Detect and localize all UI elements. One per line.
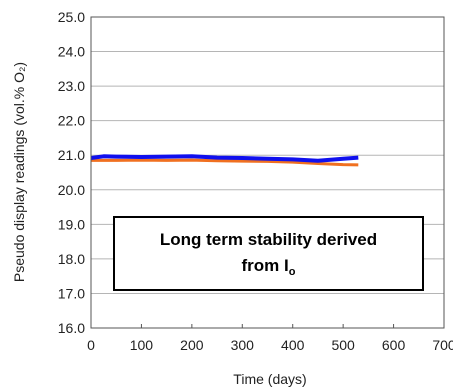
x-tick-labels: 0 100 200 300 400 500 600 700 (87, 324, 453, 353)
y-tick-label: 21.0 (58, 147, 85, 163)
y-tick-labels: 16.0 17.0 18.0 19.0 20.0 21.0 22.0 23.0 24.0 25.0 (58, 9, 85, 336)
x-tick-label: 100 (130, 337, 154, 353)
x-tick-label: 200 (180, 337, 204, 353)
annotation-line-1: Long term stability derived (159, 229, 378, 249)
series-layer (90, 154, 359, 167)
y-axis-label: Pseudo display readings (vol.% O₂) (11, 62, 27, 282)
annotation-box: Long term stability derived from Io (113, 216, 424, 291)
y-tick-label: 16.0 (58, 320, 85, 336)
y-tick-label: 19.0 (58, 216, 85, 232)
y-tick-label: 18.0 (58, 251, 85, 267)
x-tick-label: 400 (281, 337, 305, 353)
x-tick-label: 600 (382, 337, 406, 353)
annotation-line-2: from Io (242, 253, 296, 281)
y-tick-label: 17.0 (58, 285, 85, 301)
plot-frame (90, 16, 445, 329)
y-tick-label: 23.0 (58, 78, 85, 94)
annotation-line-2-text: from I (241, 255, 289, 275)
x-tick-label: 300 (231, 337, 255, 353)
series-line-2 (90, 154, 359, 163)
y-tick-label: 24.0 (58, 44, 85, 60)
annotation-subscript: o (288, 265, 296, 278)
x-tick-label: 500 (331, 337, 355, 353)
y-tick-label: 22.0 (58, 113, 85, 129)
y-tick-label: 20.0 (58, 182, 85, 198)
series-line-1 (91, 158, 359, 167)
x-tick-label: 0 (87, 337, 95, 353)
x-tick-label: 700 (432, 337, 453, 353)
y-tick-label: 25.0 (58, 9, 85, 25)
x-axis-label: Time (days) (233, 371, 306, 387)
